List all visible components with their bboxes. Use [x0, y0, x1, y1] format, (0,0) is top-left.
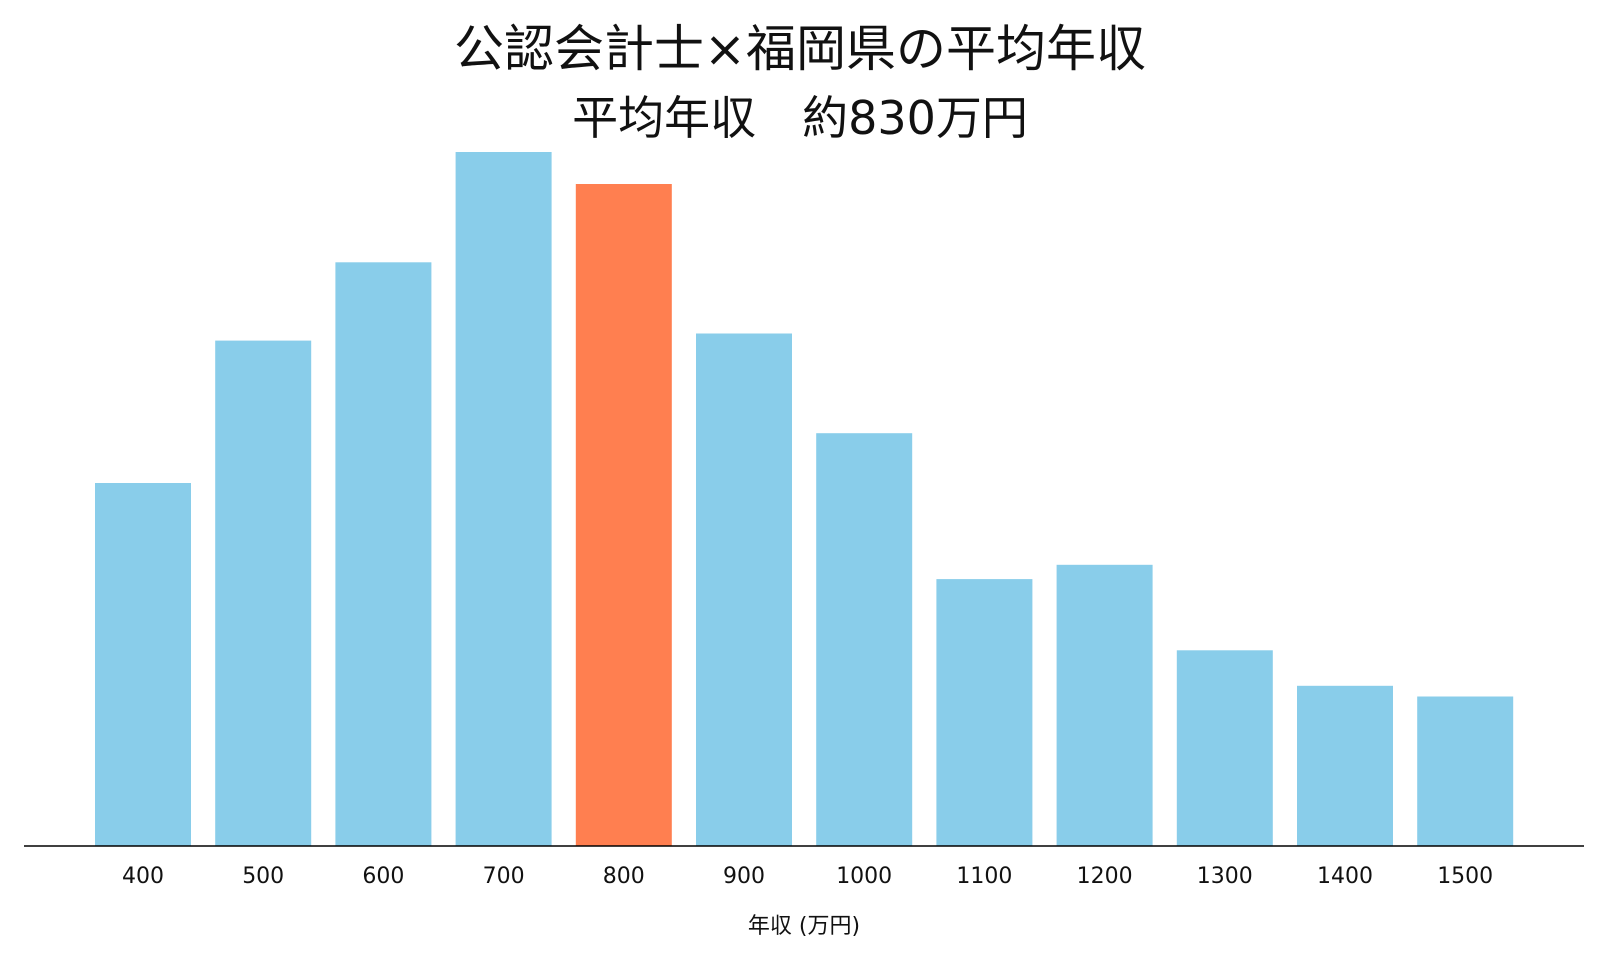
x-tick-label-700: 700	[483, 864, 525, 889]
x-tick-label-800: 800	[603, 864, 645, 889]
bar-1100	[936, 579, 1033, 846]
x-tick-label-1500: 1500	[1437, 864, 1493, 889]
chart-title: 公認会計士×福岡県の平均年収	[454, 20, 1146, 78]
x-tick-labels: 400 500 600 700 800 900 1000 1100 1200 1300 1400 15…	[122, 864, 1493, 889]
x-tick-label-500: 500	[242, 864, 284, 889]
bar-800	[575, 184, 672, 846]
bar-600	[335, 262, 432, 846]
x-axis-label: 年収 (万円)	[748, 914, 860, 939]
x-tick-label-900: 900	[723, 864, 765, 889]
bar-1500	[1417, 696, 1514, 846]
bars-group	[95, 152, 1514, 846]
bar-1300	[1176, 650, 1273, 846]
x-tick-label-600: 600	[362, 864, 404, 889]
bar-500	[215, 340, 312, 846]
chart-subtitle: 平均年収 約830万円	[572, 91, 1028, 145]
x-tick-label-1400: 1400	[1317, 864, 1373, 889]
x-tick-label-400: 400	[122, 864, 164, 889]
x-tick-label-1300: 1300	[1197, 864, 1253, 889]
bar-400	[95, 483, 191, 846]
bar-1400	[1297, 685, 1393, 846]
x-tick-label-1100: 1100	[956, 864, 1012, 889]
x-tick-label-1200: 1200	[1077, 864, 1133, 889]
bar-700	[455, 152, 552, 846]
bar-1000	[816, 433, 913, 846]
x-tick-label-1000: 1000	[836, 864, 892, 889]
bar-900	[696, 333, 792, 846]
bar-1200	[1056, 564, 1153, 846]
